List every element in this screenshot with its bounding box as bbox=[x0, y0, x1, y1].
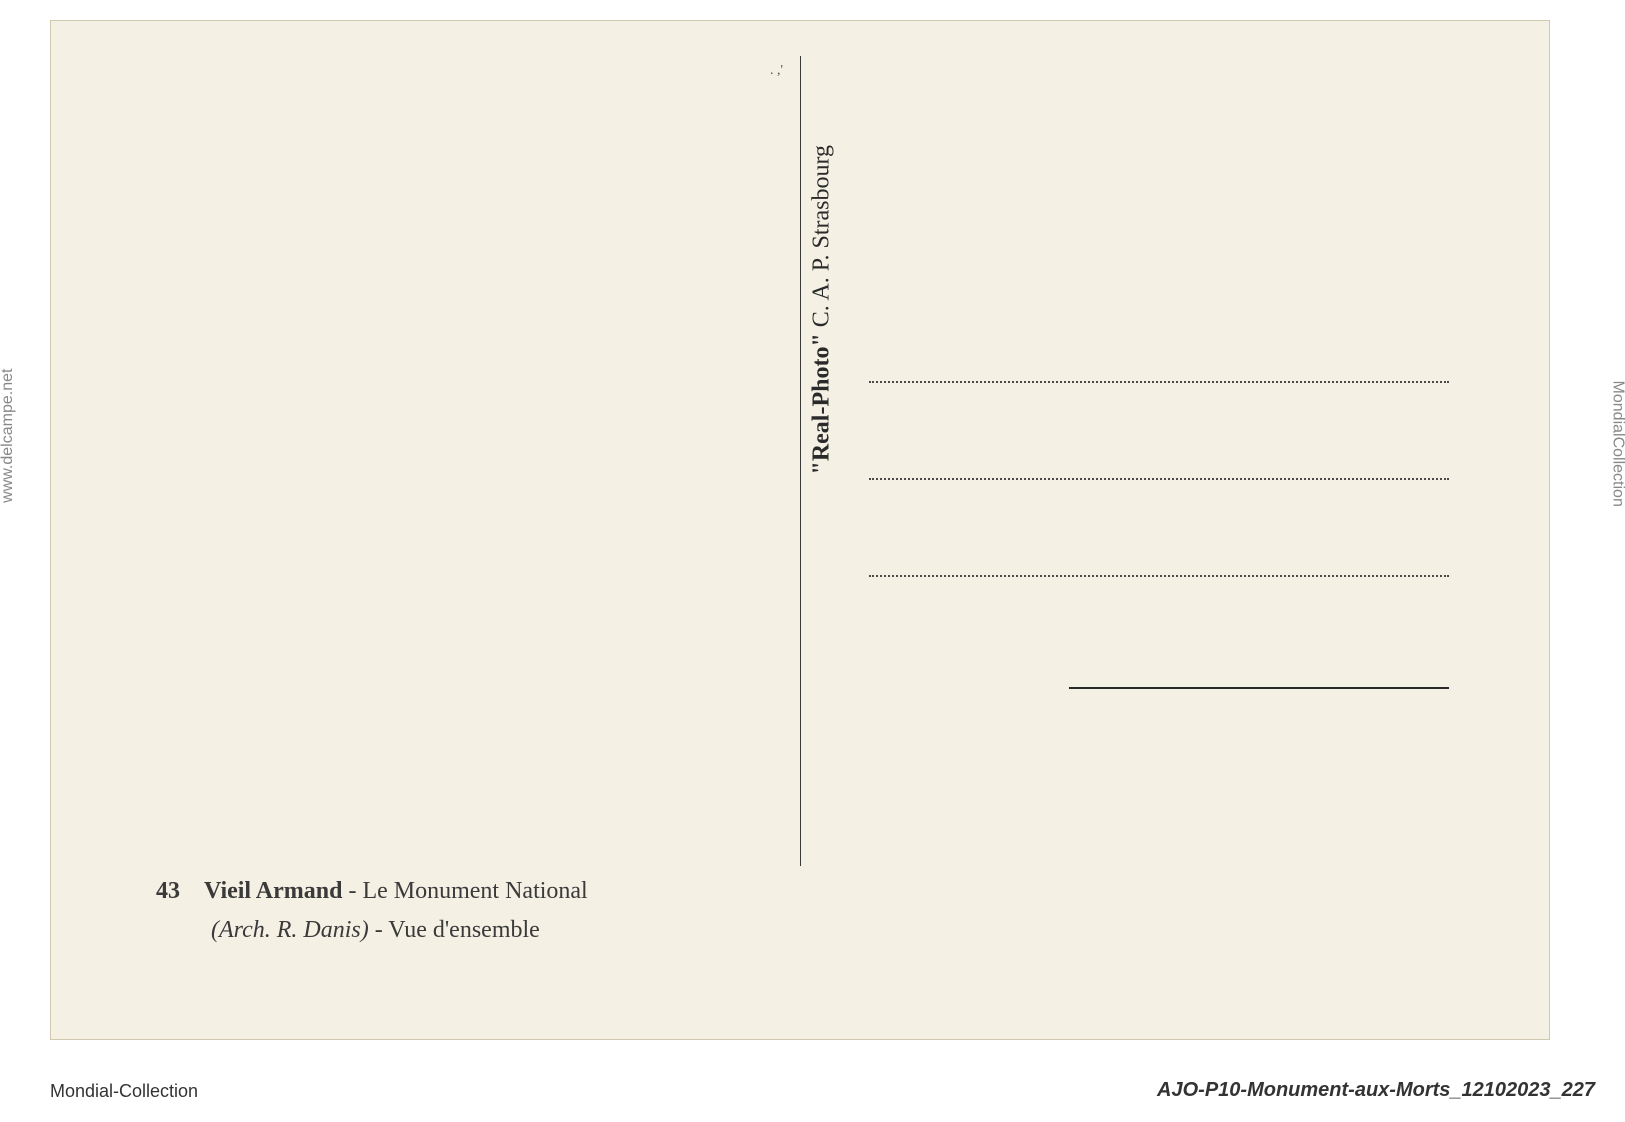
caption-line-1: 43 Vieil Armand - Le Monument National bbox=[156, 872, 588, 910]
caption-architect: (Arch. R. Danis) bbox=[211, 917, 369, 943]
caption-number: 43 bbox=[156, 878, 180, 904]
footer-left: Mondial-Collection bbox=[50, 1081, 198, 1102]
postcard-caption: 43 Vieil Armand - Le Monument National (… bbox=[156, 872, 588, 949]
watermark-right: MondialCollection bbox=[1608, 381, 1625, 507]
address-line-3 bbox=[869, 575, 1449, 577]
watermark-left: www.delcampe.net bbox=[0, 369, 17, 503]
publisher-credit: "Real-Photo" C. A. P. Strasbourg bbox=[809, 145, 836, 475]
center-divider bbox=[800, 56, 801, 866]
publisher-suffix: C. A. P. Strasbourg bbox=[809, 145, 835, 333]
footer-right: AJO-P10-Monument-aux-Morts_12102023_227 bbox=[1157, 1079, 1595, 1102]
address-area bbox=[869, 381, 1449, 689]
caption-view: - Vue d'ensemble bbox=[369, 917, 540, 943]
caption-subtitle: - Le Monument National bbox=[342, 878, 587, 904]
caption-line-2: (Arch. R. Danis) - Vue d'ensemble bbox=[156, 911, 588, 949]
small-marks: . ,' bbox=[770, 63, 783, 79]
caption-title: Vieil Armand bbox=[204, 878, 342, 904]
publisher-prefix: "Real-Photo" bbox=[809, 333, 835, 474]
address-line-1 bbox=[869, 381, 1449, 383]
address-line-4 bbox=[1069, 687, 1449, 689]
postcard-back: . ,' "Real-Photo" C. A. P. Strasbourg 43… bbox=[50, 20, 1550, 1040]
address-line-2 bbox=[869, 478, 1449, 480]
